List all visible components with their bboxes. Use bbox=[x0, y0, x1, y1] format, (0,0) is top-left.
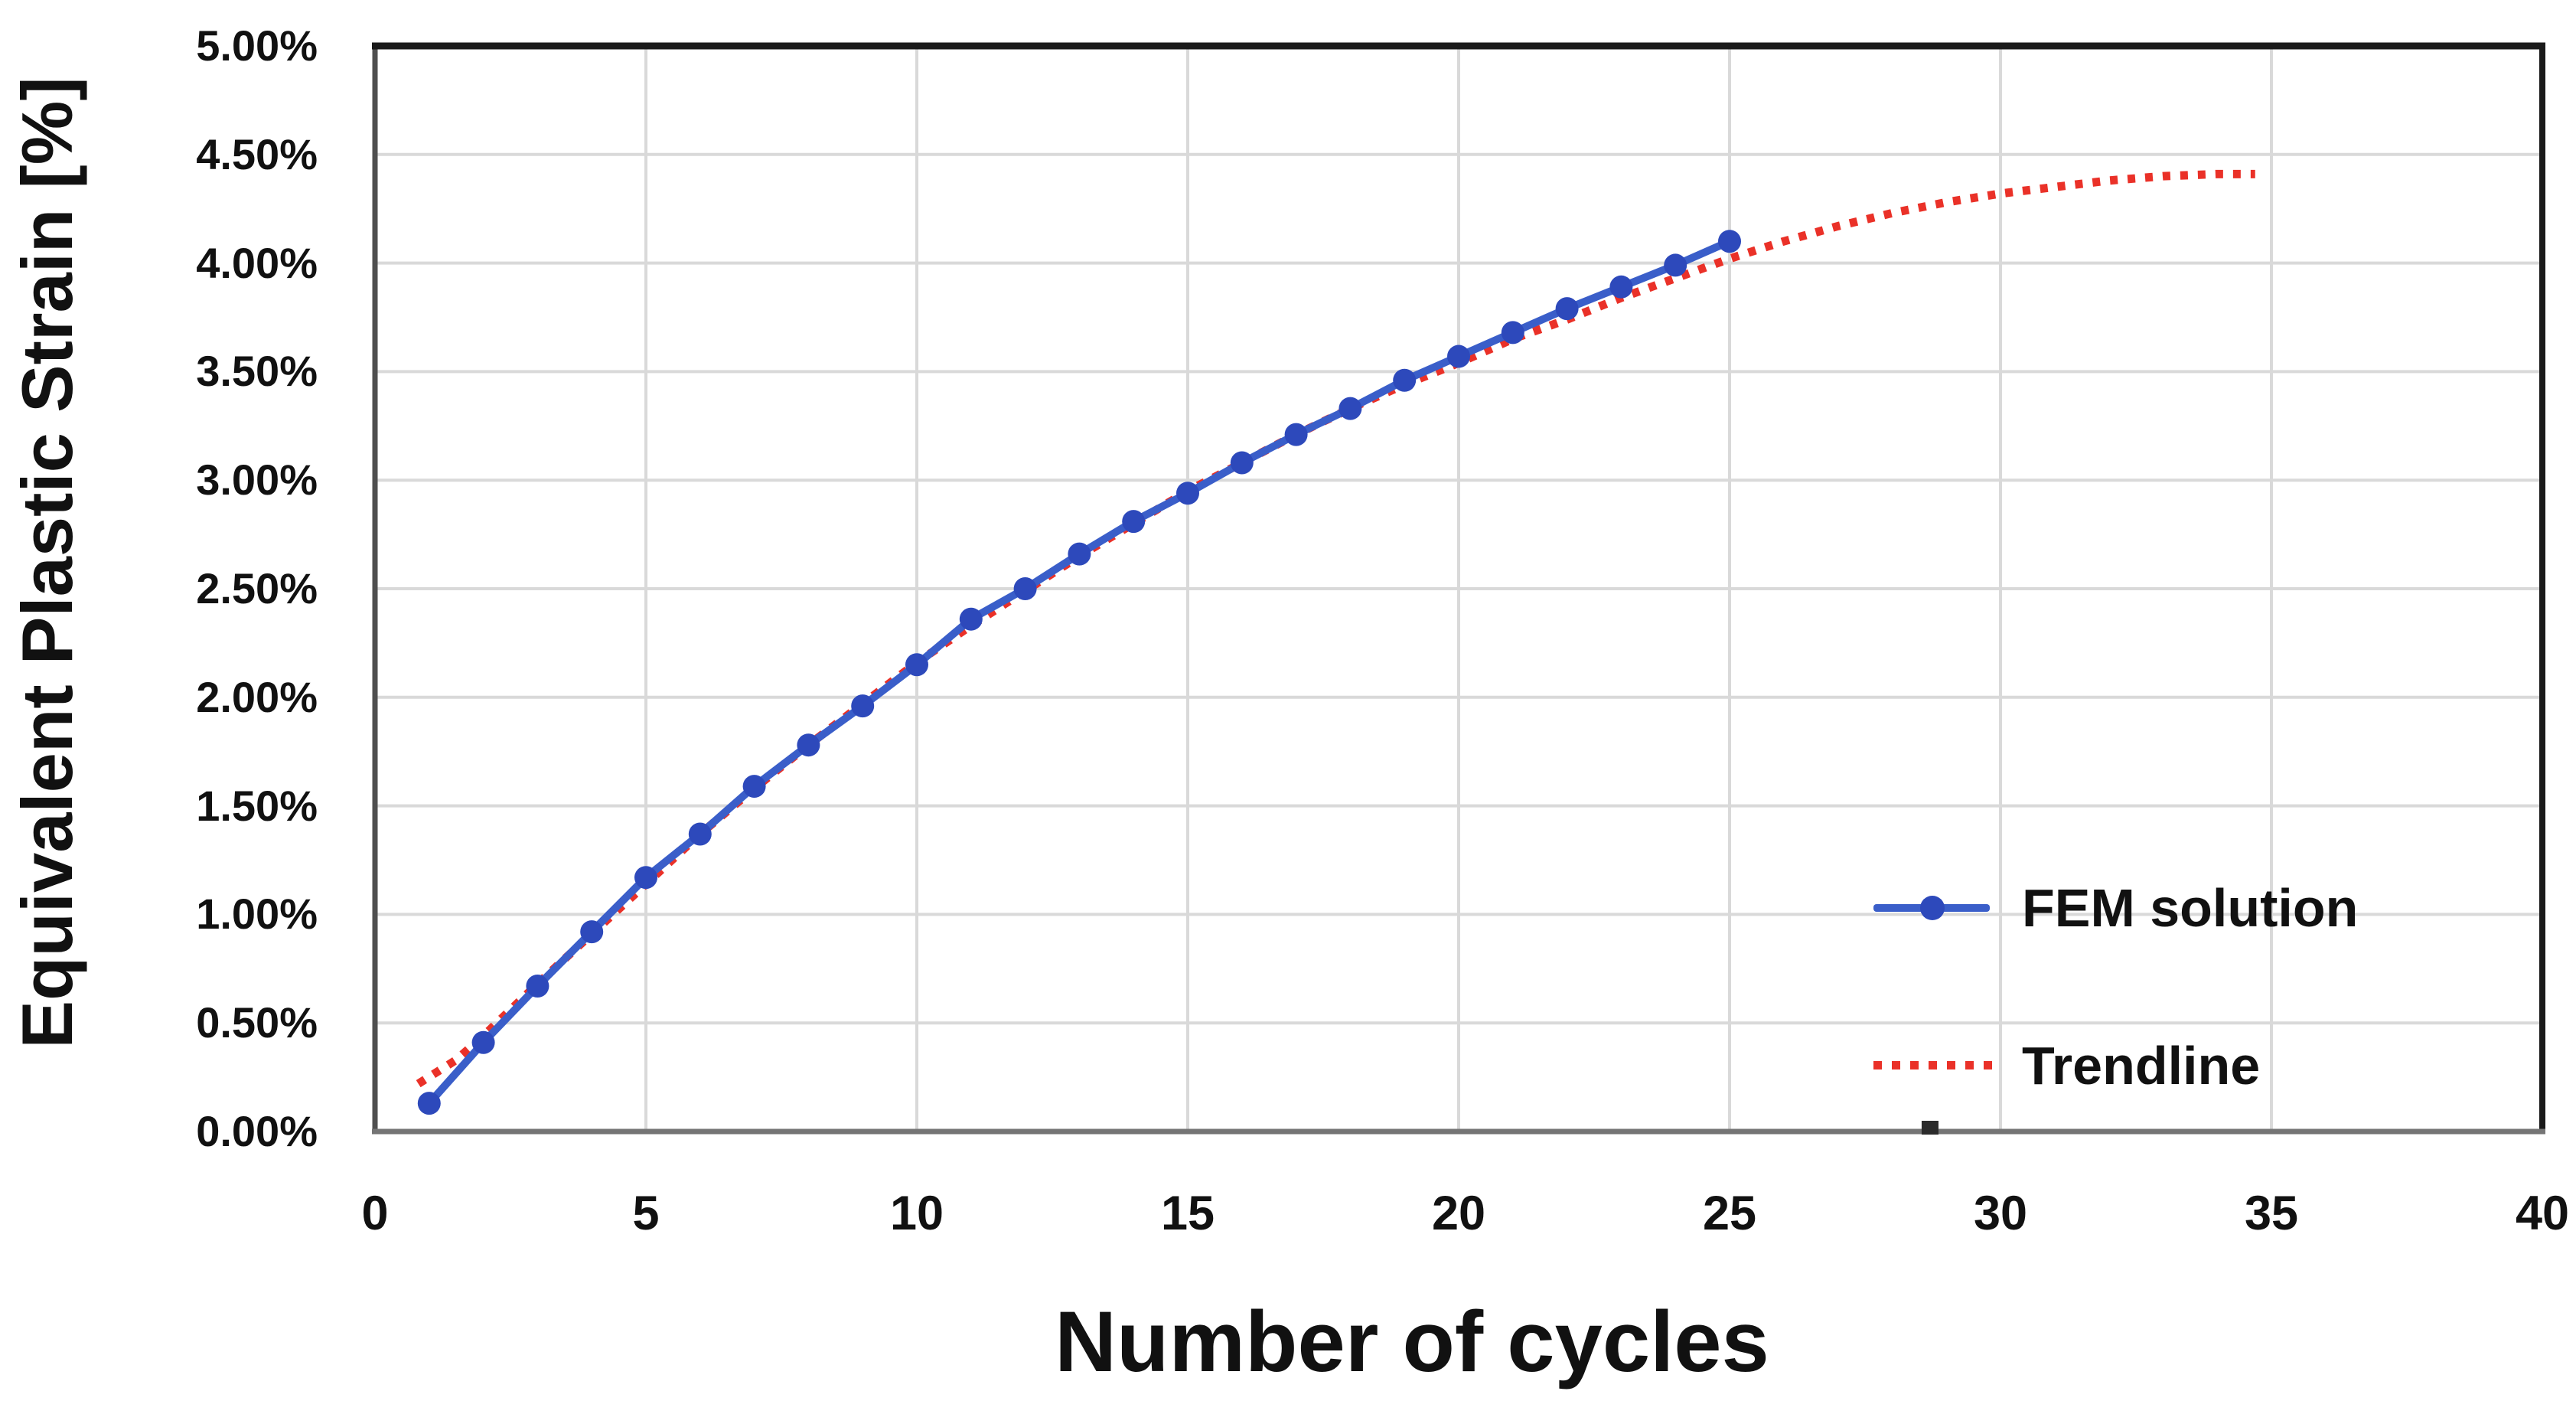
y-tick-label: 1.00% bbox=[196, 890, 318, 939]
y-tick-label: 3.00% bbox=[196, 456, 318, 505]
axis-stray-mark bbox=[1921, 1121, 1939, 1135]
fem-data-point bbox=[1013, 577, 1037, 600]
fem-data-point bbox=[634, 866, 657, 890]
y-tick-label: 2.50% bbox=[196, 564, 318, 612]
y-tick-label: 0.50% bbox=[196, 998, 318, 1047]
plot-border bbox=[372, 42, 2545, 1135]
fem-data-point bbox=[797, 733, 820, 757]
fem-series bbox=[417, 230, 1741, 1115]
fem-data-point bbox=[1447, 345, 1470, 368]
fem-data-point bbox=[1501, 321, 1524, 345]
fem-data-point bbox=[851, 694, 875, 718]
x-tick-label: 15 bbox=[1160, 1187, 1215, 1240]
x-tick-label: 20 bbox=[1431, 1187, 1486, 1240]
x-tick-label: 0 bbox=[361, 1187, 389, 1240]
fem-data-point bbox=[471, 1030, 495, 1054]
x-tick-label: 40 bbox=[2515, 1187, 2570, 1240]
y-tick-label: 4.00% bbox=[196, 238, 318, 287]
x-tick-label: 5 bbox=[632, 1187, 660, 1240]
x-tick-label: 30 bbox=[1973, 1187, 2028, 1240]
y-tick-label: 3.50% bbox=[196, 347, 318, 396]
trendline-legend-dotted-icon bbox=[1873, 1061, 1994, 1069]
x-axis-title: Number of cycles bbox=[1055, 1294, 1769, 1390]
fem-data-point bbox=[526, 974, 549, 998]
fem-data-point bbox=[580, 920, 604, 944]
fem-data-point bbox=[1122, 510, 1146, 534]
fem-data-point bbox=[1664, 253, 1687, 277]
fem-data-point bbox=[688, 822, 712, 846]
fem-data-point bbox=[1230, 451, 1254, 475]
y-axis-title: Equivalent Plastic Strain [%] bbox=[7, 77, 87, 1049]
fem-data-point bbox=[1718, 230, 1741, 253]
fem-data-point bbox=[1176, 482, 1199, 505]
fem-data-point bbox=[1284, 423, 1308, 446]
fem-data-point bbox=[1555, 297, 1579, 321]
fem-data-point bbox=[1393, 368, 1417, 392]
y-tick-label: 4.50% bbox=[196, 129, 318, 178]
fem-data-point bbox=[1339, 397, 1362, 420]
fem-data-point bbox=[1609, 275, 1633, 299]
fem-data-point bbox=[742, 775, 766, 798]
fem-legend-label: FEM solution bbox=[2022, 878, 2359, 938]
fem-legend-dot-icon bbox=[1920, 896, 1945, 920]
y-tick-label: 0.00% bbox=[196, 1107, 318, 1155]
x-tick-label: 25 bbox=[1702, 1187, 1757, 1240]
fem-data-point bbox=[959, 607, 983, 631]
y-tick-label: 2.00% bbox=[196, 672, 318, 721]
y-tick-label: 5.00% bbox=[196, 21, 318, 70]
x-tick-label: 35 bbox=[2244, 1187, 2299, 1240]
gridlines bbox=[375, 46, 2542, 1132]
fem-data-point bbox=[417, 1092, 441, 1115]
trendline-legend-label: Trendline bbox=[2022, 1036, 2261, 1096]
fem-data-point bbox=[905, 653, 928, 677]
x-tick-label: 10 bbox=[889, 1187, 944, 1240]
y-tick-label: 1.50% bbox=[196, 781, 318, 830]
trendline-series bbox=[416, 169, 2255, 1088]
fem-data-point bbox=[1068, 542, 1091, 566]
